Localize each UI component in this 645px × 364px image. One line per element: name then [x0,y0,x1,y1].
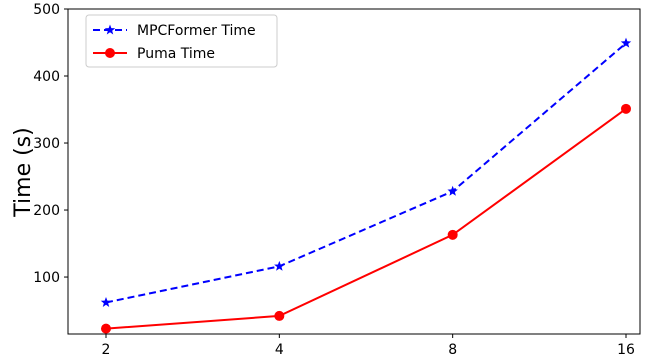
legend-marker-1 [105,48,115,58]
series-0-point-1 [274,260,285,271]
series-0-point-3 [620,37,632,48]
legend-box [85,14,278,68]
y-tick-label-1: 200 [33,203,60,219]
y-axis-label: Time (s) [11,127,36,217]
y-tick-label-3: 400 [33,69,60,85]
plot-frame [67,8,641,335]
x-tick-label-1: 4 [275,342,284,358]
series-1-point-1 [274,310,285,321]
x-tick-label-2: 8 [448,342,457,358]
axes: 2 4 8 16 100 200 300 400 500 [33,2,641,358]
x-tick-label-3: 16 [617,342,635,358]
y-tick-label-0: 100 [33,270,60,286]
series-1-point-0 [101,323,111,334]
legend-label-1: Puma Time [137,46,215,62]
series-0-point-0 [100,297,112,307]
y-tick-label-4: 500 [33,2,60,18]
series-line-0 [105,42,627,304]
series-1-point-3 [621,103,631,114]
series-1-point-2 [447,229,458,240]
y-tick-label-2: 300 [33,136,60,152]
legend-label-0: MPCFormer Time [137,23,256,39]
series-0-point-2 [447,185,458,196]
legend: MPCFormer Time Puma Time [85,14,278,68]
x-tick-label-0: 2 [102,342,111,358]
plot-marks [100,37,632,334]
legend-marker-0 [104,24,116,35]
series-line-1 [105,108,627,330]
